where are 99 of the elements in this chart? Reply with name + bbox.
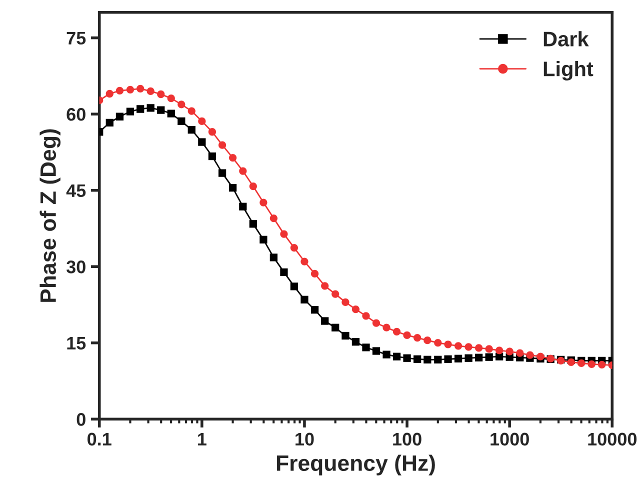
point [198, 138, 206, 146]
point [342, 298, 350, 306]
point [116, 86, 124, 95]
x-tick-label: 10 [296, 432, 314, 446]
point [218, 141, 226, 149]
y-tick-label: 45 [66, 184, 86, 198]
point [496, 346, 504, 354]
point [270, 254, 278, 262]
point [382, 324, 390, 332]
point [526, 351, 534, 359]
y-tick-label: 15 [67, 336, 86, 350]
point [434, 339, 442, 347]
point [588, 360, 596, 368]
point [157, 106, 165, 114]
point [260, 198, 268, 206]
legend-label: Dark [544, 31, 589, 46]
point [270, 214, 278, 222]
point [485, 345, 493, 353]
point [188, 107, 196, 115]
point [300, 258, 308, 266]
point [342, 332, 350, 340]
point [372, 319, 380, 327]
point [136, 84, 144, 92]
point [126, 86, 134, 94]
y-axis-title: Phase of Z (Deg) [40, 129, 61, 302]
point [332, 324, 340, 332]
point [208, 128, 216, 136]
point [321, 282, 329, 290]
y-tick-label: 75 [66, 32, 86, 45]
point [392, 328, 401, 336]
point [157, 90, 165, 98]
point [146, 104, 154, 112]
point [372, 347, 380, 355]
point [382, 350, 390, 358]
point [454, 354, 462, 362]
point [485, 353, 493, 361]
point [249, 220, 257, 228]
point [290, 244, 298, 252]
point [362, 344, 370, 352]
x-axis-title: Frequency (Hz) [276, 454, 435, 476]
point [228, 184, 237, 192]
point [106, 90, 114, 98]
point [352, 338, 360, 346]
point [239, 202, 247, 210]
point [403, 331, 411, 340]
point [392, 352, 401, 360]
x-tick-label: 100 [393, 432, 422, 446]
y-tick-label: 0 [76, 413, 86, 426]
point [414, 355, 422, 363]
point [208, 152, 216, 160]
point [249, 182, 257, 190]
point [310, 306, 319, 314]
point [178, 100, 186, 108]
point [424, 336, 432, 344]
point [239, 167, 247, 175]
point [332, 290, 340, 298]
point [506, 348, 514, 356]
point [424, 356, 432, 364]
point [310, 270, 319, 278]
legend-label: Light [544, 60, 594, 80]
point [126, 108, 134, 116]
point [280, 230, 288, 238]
point [414, 334, 422, 342]
point [106, 118, 114, 127]
x-tick-label: 1000 [490, 432, 529, 446]
point [188, 126, 196, 134]
y-tick-label: 60 [66, 108, 86, 121]
point [321, 317, 329, 325]
point [464, 343, 472, 351]
point [464, 354, 472, 362]
point [228, 154, 237, 162]
point [280, 268, 288, 276]
point [198, 117, 206, 126]
point [116, 112, 124, 120]
point [290, 282, 298, 290]
point [218, 169, 226, 177]
point [167, 110, 175, 118]
point [434, 356, 442, 364]
point [167, 94, 175, 102]
x-tick-label: 1 [198, 432, 206, 446]
point [300, 296, 308, 304]
point [178, 117, 186, 126]
point [136, 105, 144, 113]
point [598, 360, 606, 369]
y-tick-label: 30 [66, 260, 86, 274]
point [516, 349, 524, 357]
point [578, 359, 586, 368]
point [444, 355, 452, 363]
point [352, 305, 360, 314]
point [454, 342, 462, 350]
x-tick-label: 0.1 [88, 432, 112, 446]
point [260, 236, 268, 244]
point [444, 340, 452, 348]
x-tick-label: 10000 [588, 432, 637, 446]
point [403, 354, 411, 362]
point [362, 312, 370, 320]
point [146, 87, 154, 96]
point [474, 354, 483, 362]
point [474, 344, 483, 352]
